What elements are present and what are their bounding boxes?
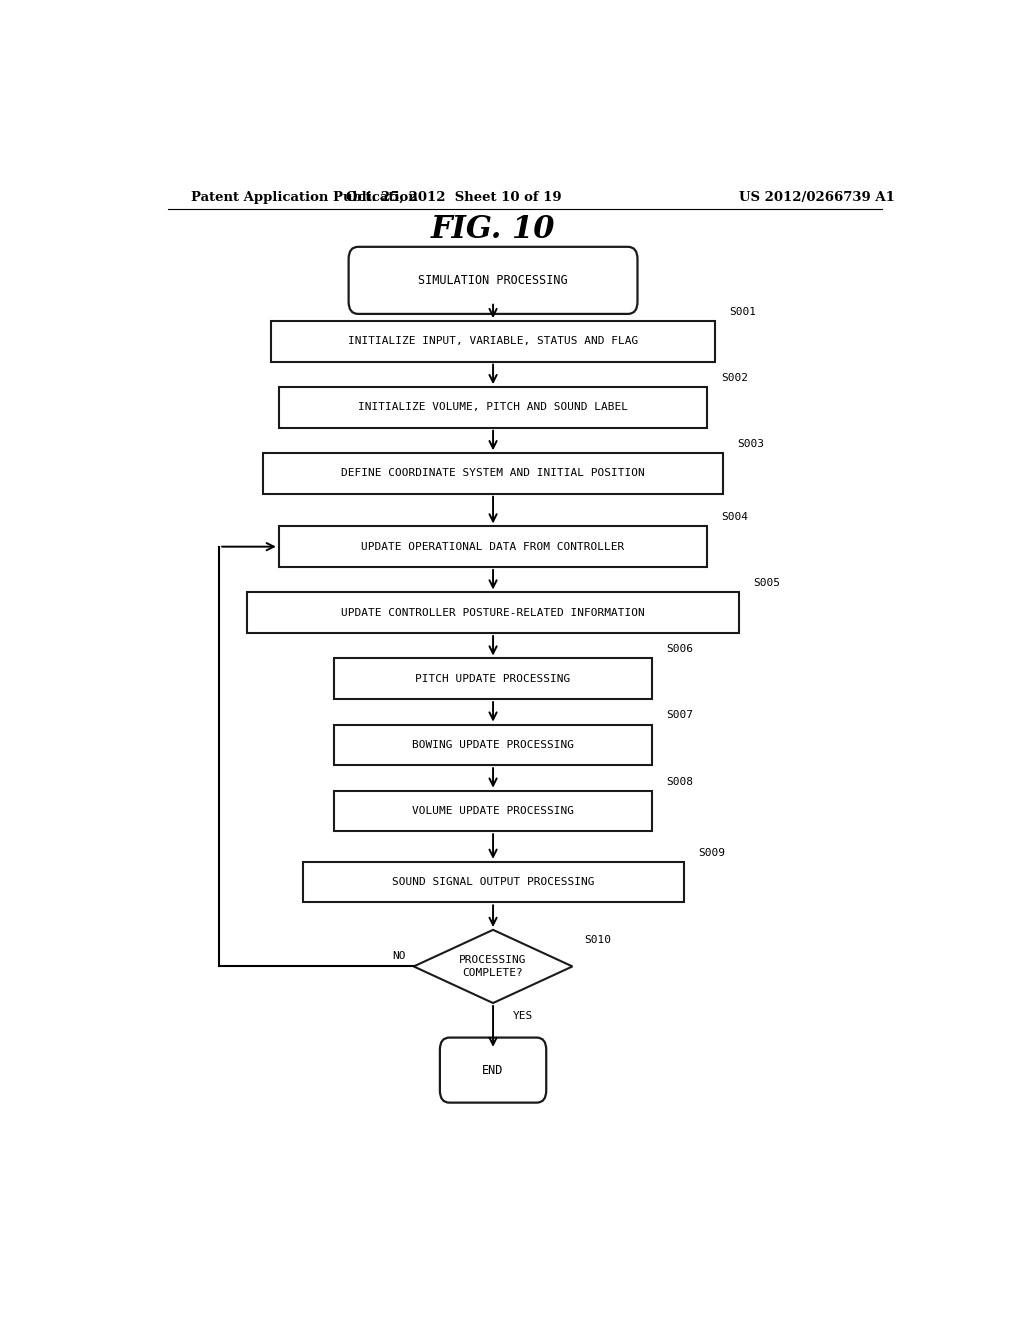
Text: S006: S006	[666, 644, 693, 655]
Text: BOWING UPDATE PROCESSING: BOWING UPDATE PROCESSING	[412, 741, 574, 750]
Text: S002: S002	[722, 374, 749, 383]
Text: US 2012/0266739 A1: US 2012/0266739 A1	[739, 190, 895, 203]
Text: PITCH UPDATE PROCESSING: PITCH UPDATE PROCESSING	[416, 673, 570, 684]
Bar	[263, 453, 723, 494]
Bar	[303, 862, 684, 903]
Bar	[247, 593, 739, 634]
Text: S001: S001	[729, 308, 757, 317]
Text: S010: S010	[585, 935, 611, 945]
FancyBboxPatch shape	[440, 1038, 546, 1102]
Bar	[279, 527, 708, 568]
Text: YES: YES	[513, 1011, 534, 1022]
Text: SOUND SIGNAL OUTPUT PROCESSING: SOUND SIGNAL OUTPUT PROCESSING	[392, 876, 594, 887]
Text: NO: NO	[392, 952, 406, 961]
Bar	[334, 791, 652, 832]
Polygon shape	[414, 929, 572, 1003]
Text: DEFINE COORDINATE SYSTEM AND INITIAL POSITION: DEFINE COORDINATE SYSTEM AND INITIAL POS…	[341, 469, 645, 478]
Text: INITIALIZE VOLUME, PITCH AND SOUND LABEL: INITIALIZE VOLUME, PITCH AND SOUND LABEL	[358, 403, 628, 412]
FancyBboxPatch shape	[348, 247, 638, 314]
Text: UPDATE OPERATIONAL DATA FROM CONTROLLER: UPDATE OPERATIONAL DATA FROM CONTROLLER	[361, 541, 625, 552]
Text: INITIALIZE INPUT, VARIABLE, STATUS AND FLAG: INITIALIZE INPUT, VARIABLE, STATUS AND F…	[348, 337, 638, 346]
Bar	[279, 387, 708, 428]
Text: UPDATE CONTROLLER POSTURE-RELATED INFORMATION: UPDATE CONTROLLER POSTURE-RELATED INFORM…	[341, 607, 645, 618]
Text: Oct. 25, 2012  Sheet 10 of 19: Oct. 25, 2012 Sheet 10 of 19	[345, 190, 561, 203]
Text: FIG. 10: FIG. 10	[431, 214, 555, 246]
Text: S009: S009	[697, 847, 725, 858]
Text: S004: S004	[722, 512, 749, 523]
Text: END: END	[482, 1064, 504, 1077]
Bar	[334, 725, 652, 766]
Bar	[334, 659, 652, 700]
Text: PROCESSING
COMPLETE?: PROCESSING COMPLETE?	[460, 954, 526, 978]
Bar	[270, 321, 715, 362]
Text: SIMULATION PROCESSING: SIMULATION PROCESSING	[418, 273, 568, 286]
Text: Patent Application Publication: Patent Application Publication	[191, 190, 418, 203]
Text: S007: S007	[666, 710, 693, 721]
Text: S003: S003	[737, 440, 765, 449]
Text: VOLUME UPDATE PROCESSING: VOLUME UPDATE PROCESSING	[412, 807, 574, 816]
Text: S005: S005	[754, 578, 780, 589]
Text: S008: S008	[666, 776, 693, 787]
